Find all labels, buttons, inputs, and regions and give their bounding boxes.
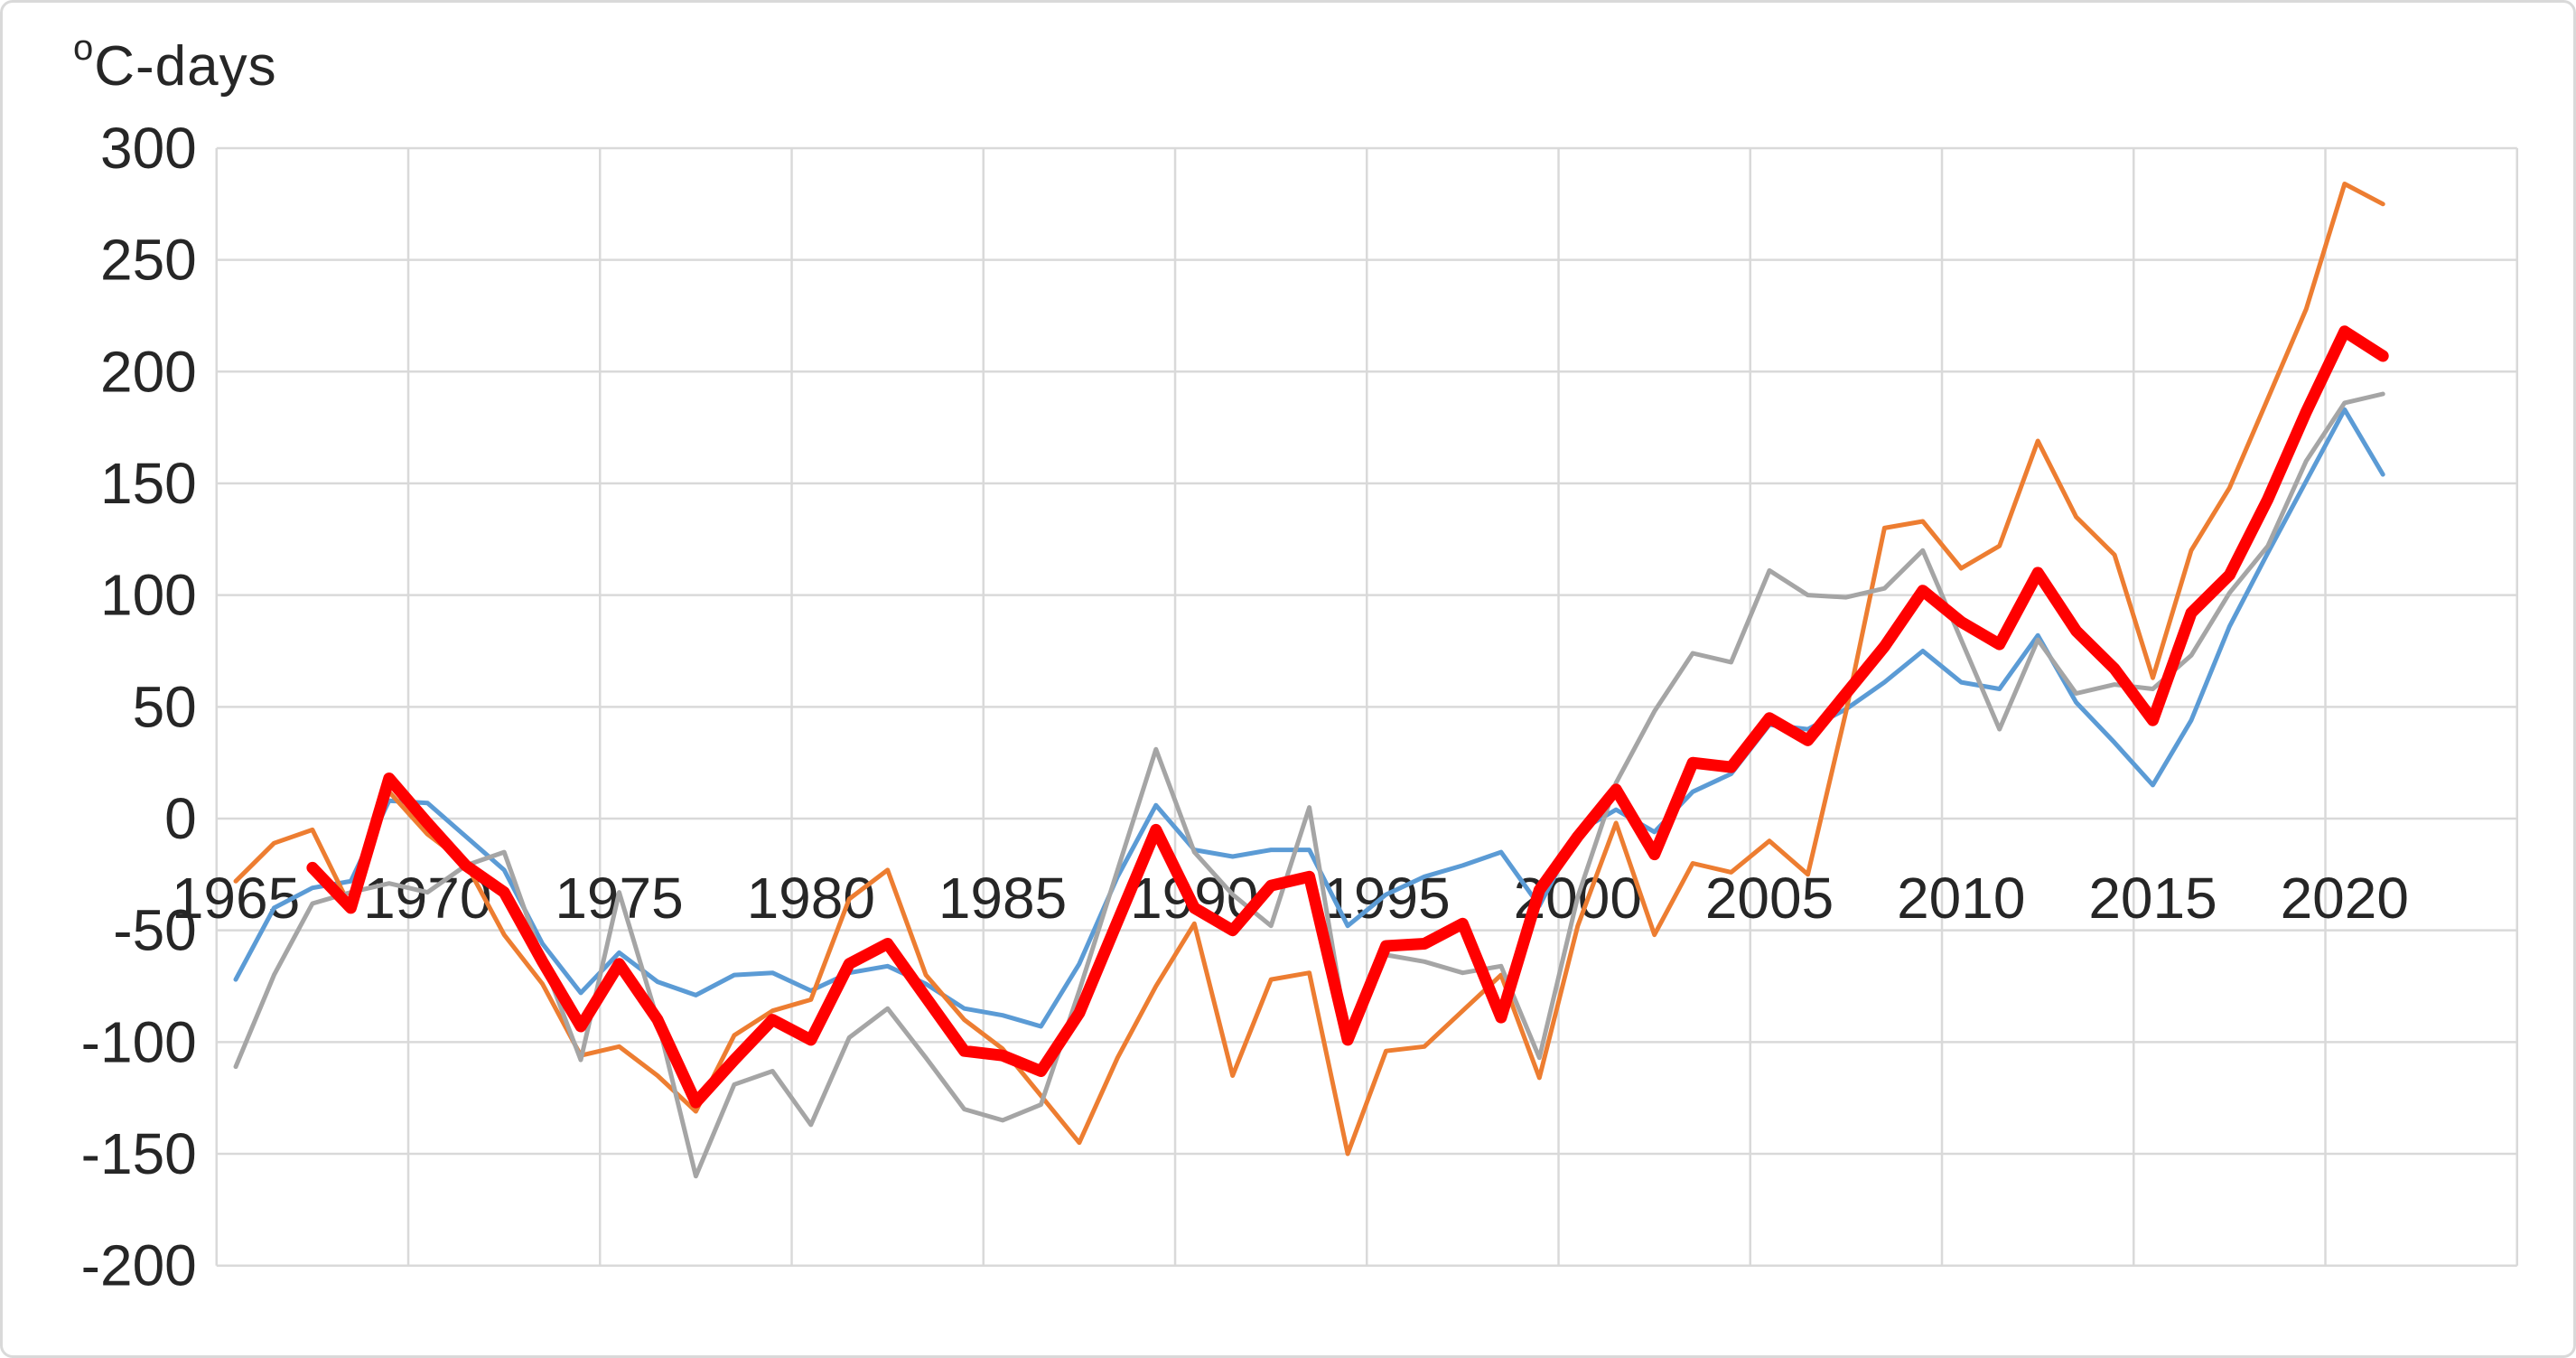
x-tick-label: 1980 xyxy=(747,866,875,931)
x-tick-label: 2015 xyxy=(2088,866,2217,931)
series-line-red-bold xyxy=(306,325,2389,1109)
x-tick-label: 2010 xyxy=(1897,866,2025,931)
y-tick-label: 150 xyxy=(100,451,197,516)
y-tick-label: 50 xyxy=(133,674,197,739)
series-line-orange xyxy=(233,182,2385,1157)
y-tick-label: 250 xyxy=(100,228,197,293)
y-tick-label: 100 xyxy=(100,563,197,628)
y-tick-label: 200 xyxy=(100,339,197,404)
y-axis-title-text: C-days xyxy=(94,35,277,98)
y-tick-label: -200 xyxy=(81,1233,197,1298)
x-tick-label: 2005 xyxy=(1705,866,1834,931)
y-axis-title-superscript: o xyxy=(73,28,95,68)
y-tick-label: -100 xyxy=(81,1009,197,1074)
y-tick-label: 0 xyxy=(164,786,197,851)
y-tick-label: -150 xyxy=(81,1121,197,1186)
x-tick-label: 1965 xyxy=(172,866,300,931)
series-line-gray xyxy=(233,391,2385,1179)
series-line-blue xyxy=(233,407,2385,1029)
x-tick-label: 1985 xyxy=(938,866,1067,931)
y-tick-label: -50 xyxy=(113,898,197,963)
y-tick-label: 300 xyxy=(100,116,197,181)
y-axis-title: oC-days xyxy=(73,28,277,98)
x-tick-label: 2020 xyxy=(2281,866,2409,931)
